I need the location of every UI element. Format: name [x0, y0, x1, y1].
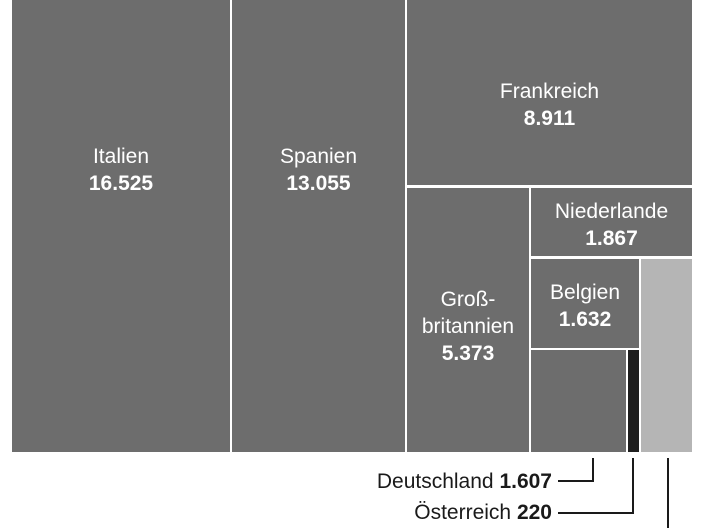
tile-name: Italien [92, 145, 150, 168]
tile-label-belgien: Belgien 1.632 [531, 279, 639, 333]
tile-name: Niederlande [554, 200, 669, 223]
callout-oesterreich: Österreich 220 [414, 501, 552, 525]
callout-value: 1.607 [499, 470, 552, 493]
tile-name: Belgien [549, 281, 621, 304]
tile-value: 8.911 [523, 107, 576, 130]
leader-line-oesterreich-horizontal [558, 512, 634, 514]
tile-grossbritannien: Groß- britannien 5.373 [407, 188, 529, 452]
tile-name: Frankreich [499, 80, 600, 103]
tile-label-grossbritannien: Groß- britannien 5.373 [407, 286, 529, 367]
tile-name: Spanien [279, 145, 358, 168]
callout-name: Österreich [414, 501, 512, 524]
tile-frankreich: Frankreich 8.911 [407, 0, 692, 185]
tile-name: Groß- britannien [421, 288, 515, 338]
tile-oesterreich [628, 350, 639, 452]
leader-line-deutschland-horizontal [558, 480, 594, 482]
tile-value: 5.373 [441, 342, 495, 365]
tile-value: 1.632 [558, 308, 612, 331]
tile-deutschland [531, 350, 626, 452]
tile-spanien: Spanien 13.055 [232, 0, 405, 452]
tile-label-spanien: Spanien 13.055 [232, 143, 405, 197]
tile-value: 13.055 [286, 172, 351, 195]
tile-label-niederlande: Niederlande 1.867 [531, 198, 692, 252]
callout-deutschland: Deutschland 1.607 [377, 470, 552, 494]
tile-belgien: Belgien 1.632 [531, 259, 639, 348]
tile-value: 1.867 [585, 227, 638, 250]
tile-other [641, 259, 692, 452]
tile-italien: Italien 16.525 [12, 0, 230, 452]
leader-line-other-vertical [667, 458, 669, 528]
tile-value: 16.525 [88, 172, 154, 195]
tile-label-italien: Italien 16.525 [12, 143, 230, 197]
callout-value: 220 [516, 501, 552, 524]
leader-line-deutschland-vertical [592, 458, 594, 482]
tile-label-frankreich: Frankreich 8.911 [407, 78, 692, 132]
tile-niederlande: Niederlande 1.867 [531, 188, 692, 256]
leader-line-oesterreich-vertical [632, 458, 634, 514]
callout-name: Deutschland [376, 470, 494, 493]
